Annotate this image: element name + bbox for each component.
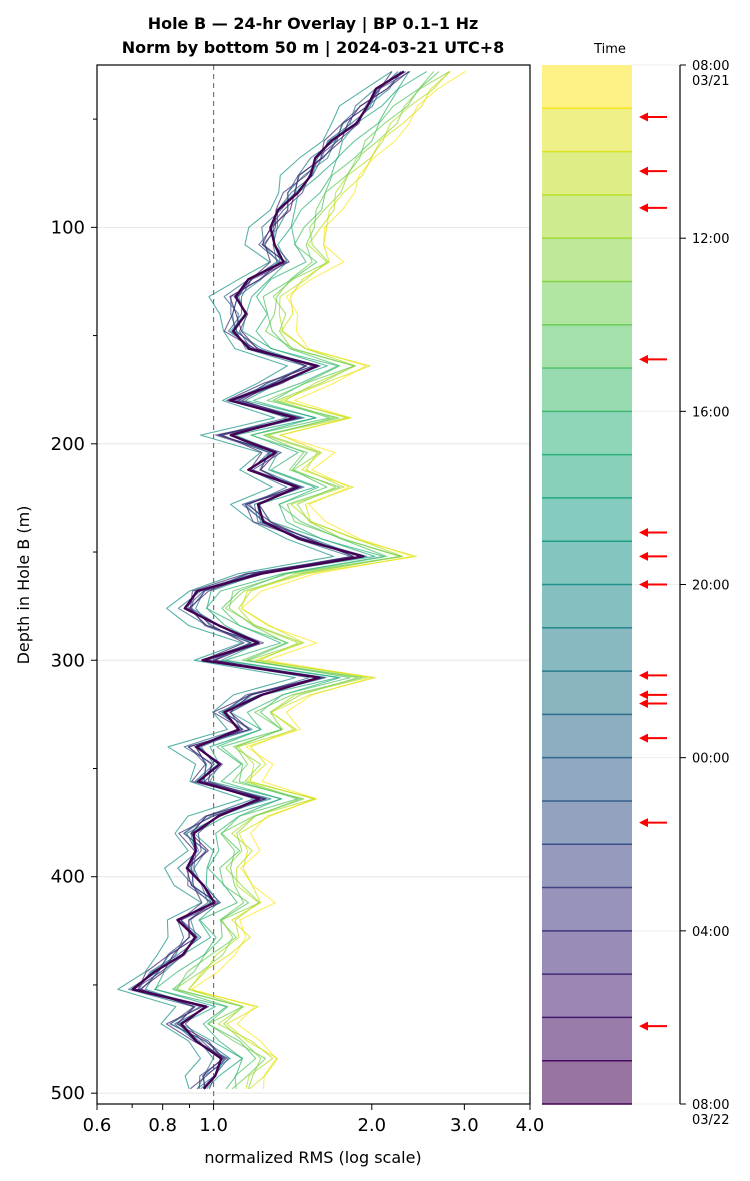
axis-layer: 0.6 0.8 1.0 2.0 3.0 4.0 100 200 300 400 500 — [51, 64, 545, 1136]
series-line — [174, 71, 450, 1089]
x-tick-label: 0.6 — [83, 1115, 112, 1136]
event-arrow-head — [639, 528, 648, 538]
colorbar-band — [542, 627, 632, 672]
y-tick-label: 300 — [51, 650, 85, 671]
y-tick-label: 400 — [51, 867, 85, 888]
series-line — [172, 71, 440, 1089]
colorbar-band — [542, 324, 632, 369]
plot-frame — [96, 64, 531, 1105]
colorbar-band — [542, 281, 632, 326]
colorbar-band — [542, 757, 632, 802]
event-arrow-head — [639, 818, 648, 828]
colorbar-band — [542, 541, 632, 585]
colorbar-band — [542, 1017, 632, 1062]
series-line — [176, 71, 435, 1090]
y-tick-label: 500 — [51, 1083, 85, 1104]
colorbar-band — [542, 238, 632, 282]
series-line — [117, 71, 392, 1089]
event-arrow-head — [639, 670, 648, 680]
series-line — [131, 70, 405, 1090]
x-tick-label: 1.0 — [199, 1115, 228, 1136]
series-line — [137, 71, 393, 1090]
x-tick-label: 0.8 — [148, 1115, 177, 1136]
colorbar-band — [542, 671, 632, 715]
event-arrow-head — [639, 690, 648, 700]
colorbar-layer: 08:0003/2112:0016:0020:0000:0004:0008:00… — [542, 59, 729, 1128]
colorbar-band — [542, 930, 632, 975]
event-arrow-head — [639, 551, 648, 561]
colorbar-title: Time — [593, 42, 626, 57]
colorbar-band — [542, 974, 632, 1018]
colorbar-band — [542, 454, 632, 499]
x-tick-label: 2.0 — [357, 1115, 386, 1136]
chart-title-line1: Hole B — 24-hr Overlay | BP 0.1–1 Hz — [148, 14, 479, 34]
time-tick-label: 08:00 — [692, 1098, 729, 1113]
time-tick-label: 20:00 — [692, 579, 729, 594]
time-tick-label: 08:00 — [692, 59, 729, 74]
y-axis-label: Depth in Hole B (m) — [14, 506, 33, 665]
colorbar-band — [542, 368, 632, 412]
time-tick-date: 03/21 — [692, 74, 729, 89]
y-tick-label: 100 — [51, 217, 85, 238]
time-tick-label: 04:00 — [692, 925, 729, 940]
event-arrow-head — [639, 354, 648, 364]
x-tick-label: 3.0 — [450, 1115, 479, 1136]
colorbar-band — [542, 194, 632, 239]
colorbar-band — [542, 584, 632, 629]
colorbar-band — [542, 1060, 632, 1105]
event-arrow-head — [639, 1021, 648, 1031]
colorbar-band — [542, 844, 632, 889]
event-arrow-head — [639, 166, 648, 176]
chart-title-line2: Norm by bottom 50 m | 2024-03-21 UTC+8 — [122, 38, 505, 58]
series-line — [188, 71, 451, 1090]
event-arrow-head — [639, 733, 648, 743]
event-arrow-head — [639, 699, 648, 709]
colorbar-band — [542, 887, 632, 932]
time-tick-label: 12:00 — [692, 232, 729, 247]
y-tick-label: 200 — [51, 434, 85, 455]
colorbar-band — [542, 497, 632, 542]
time-tick-label: 00:00 — [692, 752, 729, 767]
colorbar-band — [542, 411, 632, 456]
colorbar-band — [542, 65, 632, 109]
series-layer — [117, 70, 466, 1090]
series-line — [153, 71, 427, 1090]
colorbar-band — [542, 151, 632, 196]
event-arrow-head — [639, 112, 648, 122]
event-arrow-head — [639, 203, 648, 213]
colorbar-band — [542, 800, 632, 845]
colorbar-band — [542, 108, 632, 153]
time-tick-date: 03/22 — [692, 1113, 729, 1128]
time-tick-label: 16:00 — [692, 405, 729, 420]
colorbar-band — [542, 714, 632, 759]
event-arrow-head — [639, 580, 648, 589]
x-axis-label: normalized RMS (log scale) — [204, 1148, 421, 1167]
series-line — [139, 71, 409, 1089]
x-tick-label: 4.0 — [516, 1115, 545, 1136]
